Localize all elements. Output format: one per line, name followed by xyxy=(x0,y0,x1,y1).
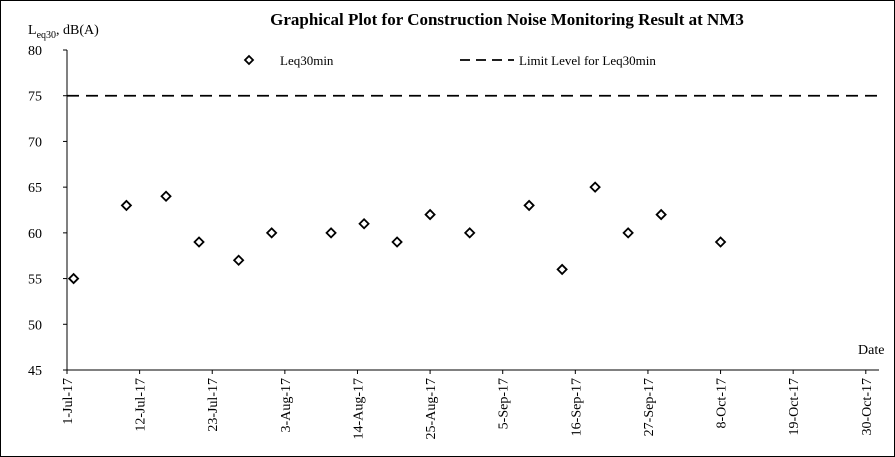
y-tick-label: 55 xyxy=(28,273,42,288)
y-axis-label-rest: , dB(A) xyxy=(56,23,99,38)
x-tick-label: 5-Sep-17 xyxy=(497,378,512,429)
y-tick-label: 50 xyxy=(28,318,42,333)
data-point-diamond xyxy=(463,227,476,239)
x-tick-label: 19-Oct-17 xyxy=(787,378,802,436)
legend-label-limit: Limit Level for Leq30min xyxy=(519,53,656,68)
data-point-diamond xyxy=(193,236,205,248)
x-tick-label: 25-Aug-17 xyxy=(424,378,439,439)
chart-marks xyxy=(67,94,879,285)
x-tick-label: 3-Aug-17 xyxy=(279,378,294,432)
data-point-diamond xyxy=(589,181,601,193)
y-tick-label: 60 xyxy=(28,227,42,242)
chart-title: Graphical Plot for Construction Noise Mo… xyxy=(270,10,744,29)
y-tick-label: 65 xyxy=(28,181,42,196)
data-point-diamond xyxy=(160,190,172,203)
y-axis-label: Leq30, dB(A) xyxy=(28,23,99,41)
x-tick-label: 16-Sep-17 xyxy=(569,378,584,436)
data-point-diamond xyxy=(232,254,245,267)
legend: Leq30min Limit Level for Leq30min xyxy=(243,53,656,68)
data-point-diamond xyxy=(120,199,133,212)
y-axis-label-sub: eq30 xyxy=(37,30,56,41)
data-point-diamond xyxy=(265,227,278,239)
legend-label-leq30min: Leq30min xyxy=(280,53,334,68)
y-axis-label-main: L xyxy=(28,23,37,38)
x-tick-label: 27-Sep-17 xyxy=(642,378,657,436)
data-point-diamond xyxy=(424,208,436,221)
x-tick-label: 23-Jul-17 xyxy=(206,378,221,432)
data-point-diamond xyxy=(655,208,667,221)
y-tick-label: 75 xyxy=(28,90,42,105)
data-point-diamond xyxy=(714,236,727,248)
data-point-diamond xyxy=(325,227,337,239)
x-tick-label: 30-Oct-17 xyxy=(860,378,875,436)
x-tick-label: 8-Oct-17 xyxy=(715,378,730,429)
x-axis-label: Date xyxy=(858,343,884,358)
x-tick-label: 12-Jul-17 xyxy=(134,378,149,432)
y-tick-label: 70 xyxy=(28,135,42,150)
data-point-diamond xyxy=(523,199,535,212)
data-point-diamond xyxy=(67,272,80,285)
data-point-diamond xyxy=(391,236,403,248)
data-point-diamond xyxy=(622,227,634,239)
y-tick-label: 45 xyxy=(28,364,42,379)
axes: 45 50 55 60 65 70 75 80 1-Jul-17 12-Jul-17 23-Jul-… xyxy=(28,44,879,439)
y-tick-label: 80 xyxy=(28,44,42,59)
legend-diamond-marker xyxy=(243,54,255,66)
x-tick-label: 1-Jul-17 xyxy=(61,378,76,425)
x-tick-label: 14-Aug-17 xyxy=(351,378,366,439)
data-point-diamond xyxy=(556,263,568,276)
data-point-diamond xyxy=(358,217,370,230)
